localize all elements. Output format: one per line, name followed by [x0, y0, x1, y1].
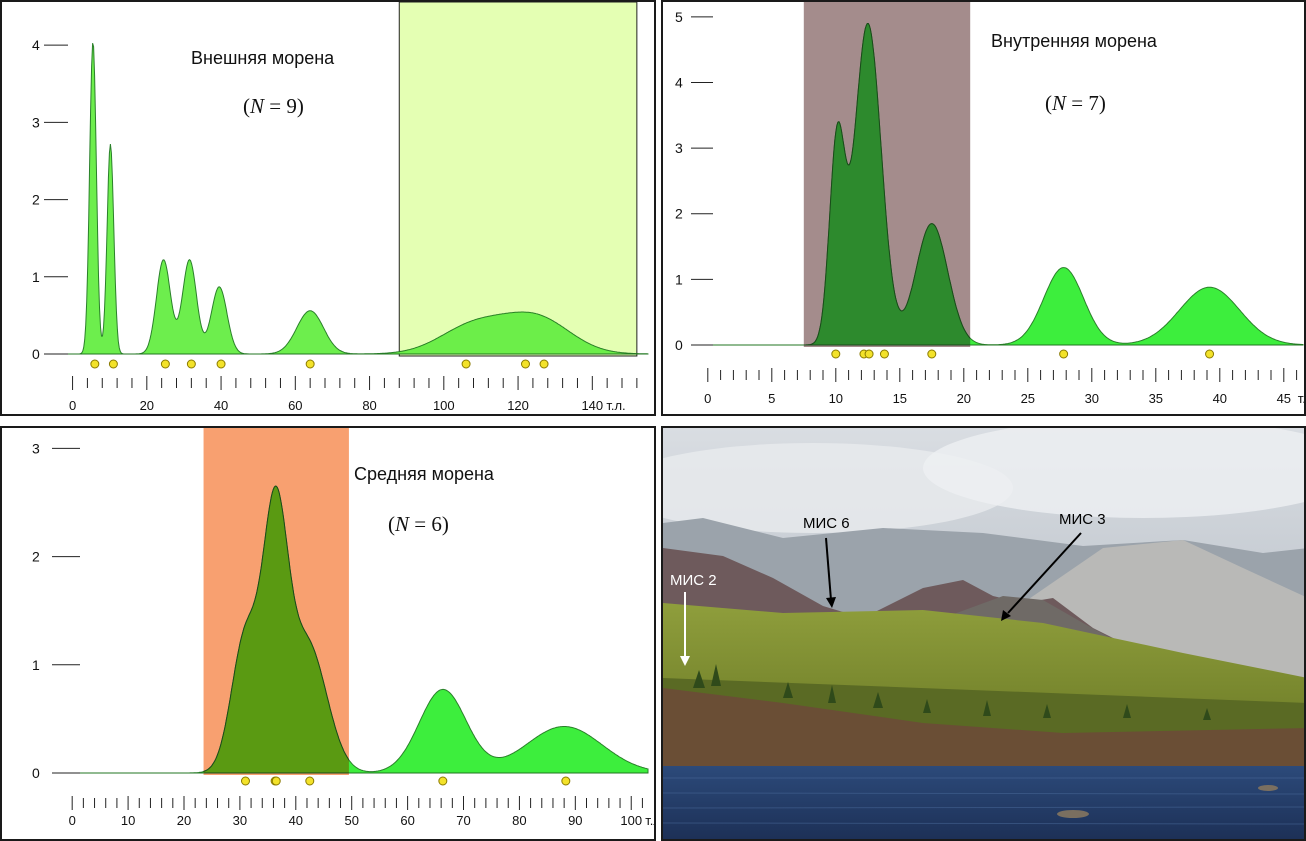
- sample-dot: [1205, 349, 1215, 359]
- x-tick-label: 90: [568, 813, 582, 828]
- sample-dot: [108, 359, 118, 369]
- x-tick-label: 100: [620, 813, 642, 828]
- y-tick-label: 1: [32, 657, 40, 673]
- sample-dot: [879, 349, 889, 359]
- x-tick-label: 140: [581, 398, 603, 413]
- density-area: [695, 23, 1304, 346]
- x-tick-label: 80: [362, 398, 376, 413]
- highlight-band: [398, 2, 638, 357]
- density-area: [54, 43, 649, 355]
- y-tick-label: 0: [675, 337, 683, 353]
- x-tick-label: 30: [233, 813, 247, 828]
- n-value-middle: 6: [431, 512, 442, 536]
- sample-dot: [305, 776, 315, 786]
- density-area-highlight: [203, 485, 349, 774]
- photo-label-mis3: МИС 3: [1059, 511, 1106, 528]
- y-tick-label: 3: [32, 114, 40, 130]
- photo-label-mis6: МИС 6: [803, 515, 850, 532]
- x-tick-label: 50: [344, 813, 358, 828]
- x-tick-label: 0: [69, 398, 76, 413]
- x-tick-label: 20: [177, 813, 191, 828]
- y-tick-label: 3: [675, 140, 683, 156]
- x-tick-label: 80: [512, 813, 526, 828]
- sample-dot: [927, 349, 937, 359]
- sample-dot: [305, 359, 315, 369]
- x-tick-label: 0: [69, 813, 76, 828]
- n-label-middle: (N = 6): [388, 512, 449, 536]
- sample-dot: [831, 349, 841, 359]
- x-tick-label: 40: [1213, 391, 1227, 406]
- x-tick-label: 15: [893, 391, 907, 406]
- x-unit-label: т.л.: [1298, 391, 1306, 406]
- y-tick-label: 0: [32, 346, 40, 362]
- chart-title-inner: Внутренняя морена: [991, 31, 1157, 51]
- chart-title-middle: Средняя морена: [354, 464, 494, 484]
- chart-panel-outer-moraine: 0 1 2 3 4 0 20 40 60 80 100 120 140 т.л. Внешняя море…: [0, 0, 656, 416]
- x-unit-label: т.л.: [645, 813, 656, 828]
- x-tick-label: 45: [1277, 391, 1291, 406]
- y-tick-label: 4: [675, 74, 683, 90]
- density-area: [61, 485, 649, 774]
- x-tick-label: 40: [214, 398, 228, 413]
- sample-dot: [438, 776, 448, 786]
- x-tick-label: 70: [456, 813, 470, 828]
- y-tick-label: 3: [32, 440, 40, 456]
- x-tick-label: 60: [288, 398, 302, 413]
- sample-dot: [520, 359, 530, 369]
- x-tick-label: 10: [121, 813, 135, 828]
- y-tick-label: 2: [32, 549, 40, 565]
- x-tick-label: 20: [957, 391, 971, 406]
- sample-dot: [539, 359, 549, 369]
- x-tick-label: 100: [433, 398, 455, 413]
- x-tick-label: 0: [704, 391, 711, 406]
- x-tick-label: 20: [140, 398, 154, 413]
- y-tick-label: 0: [32, 765, 40, 781]
- chart-title-outer: Внешняя морена: [191, 48, 335, 68]
- sample-dot: [90, 359, 100, 369]
- x-unit-label: т.л.: [606, 398, 625, 413]
- n-label-inner: (N = 7): [1045, 91, 1106, 115]
- x-tick-label: 120: [507, 398, 529, 413]
- n-value-inner: 7: [1088, 91, 1099, 115]
- y-tick-label: 1: [32, 269, 40, 285]
- sample-dot: [186, 359, 196, 369]
- x-tick-label: 35: [1149, 391, 1163, 406]
- n-label-outer: (N = 9): [243, 94, 304, 118]
- sample-dot: [864, 349, 874, 359]
- y-tick-label: 5: [675, 9, 683, 25]
- sample-dot: [216, 359, 226, 369]
- x-tick-label: 60: [400, 813, 414, 828]
- x-tick-label: 30: [1085, 391, 1099, 406]
- landscape-photo-panel: МИС 2 МИС 6 МИС 3: [661, 426, 1306, 841]
- y-tick-label: 2: [32, 192, 40, 208]
- y-tick-label: 4: [32, 37, 40, 53]
- sample-dot: [160, 359, 170, 369]
- sample-dot: [561, 776, 571, 786]
- x-tick-label: 40: [289, 813, 303, 828]
- sample-dot: [1059, 349, 1069, 359]
- sample-dot: [271, 776, 281, 786]
- y-tick-label: 2: [675, 206, 683, 222]
- x-tick-label: 25: [1021, 391, 1035, 406]
- density-area-highlight: [803, 23, 971, 346]
- sample-dot: [461, 359, 471, 369]
- x-tick-label: 5: [768, 391, 775, 406]
- photo-label-mis2: МИС 2: [670, 572, 717, 589]
- landscape-photo: [663, 428, 1304, 839]
- n-value-outer: 9: [286, 94, 297, 118]
- x-tick-label: 10: [829, 391, 843, 406]
- sample-dot: [240, 776, 250, 786]
- y-tick-label: 1: [675, 271, 683, 287]
